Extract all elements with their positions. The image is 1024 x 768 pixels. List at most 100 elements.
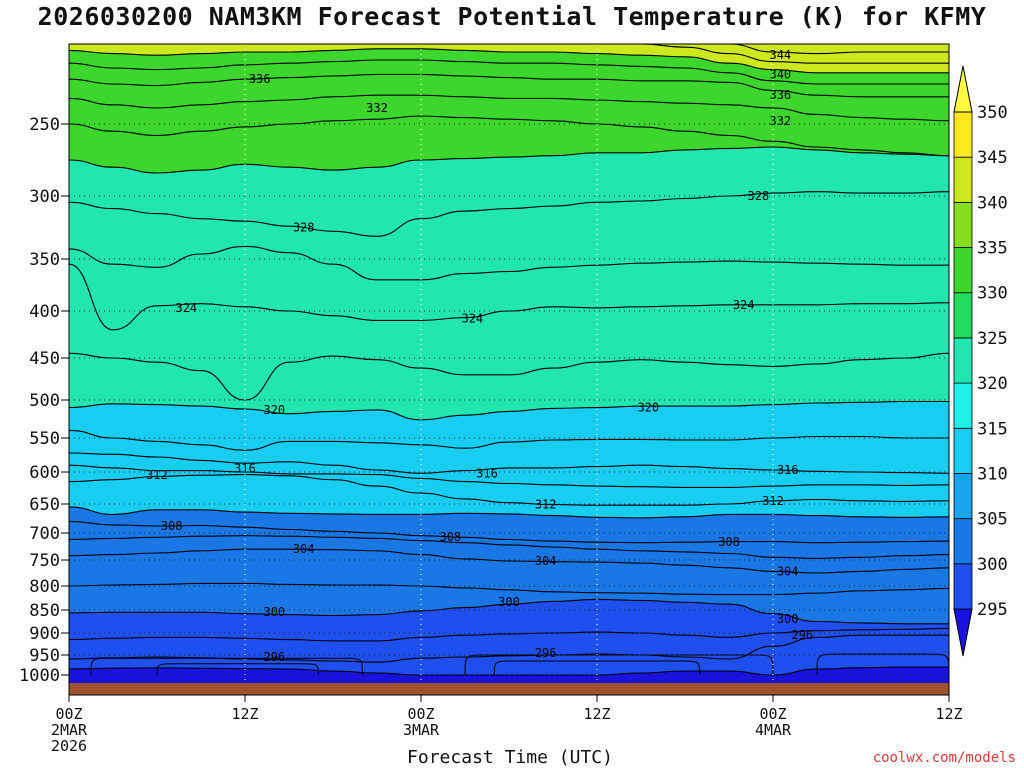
contour-label-296: 296 xyxy=(791,628,813,642)
contour-label-text: 332 xyxy=(769,114,791,128)
contour-label-text: 344 xyxy=(769,48,791,62)
contour-label-312: 312 xyxy=(535,498,557,512)
x-tick-label: 2MAR xyxy=(51,721,88,739)
colorbar-swatch xyxy=(953,247,973,294)
y-tick-label: 400 xyxy=(29,302,60,322)
contour-label-336: 336 xyxy=(249,72,271,86)
contour-label-text: 336 xyxy=(249,72,271,86)
isentrope-324 xyxy=(69,263,949,331)
contour-label-text: 308 xyxy=(161,519,183,533)
contour-label-296: 296 xyxy=(263,650,285,664)
isentrope-330 xyxy=(69,146,949,174)
contour-label-308: 308 xyxy=(439,530,461,544)
colorbar-label: 330 xyxy=(977,284,1008,304)
contour-label-300: 300 xyxy=(498,595,520,609)
colorbar-label: 335 xyxy=(977,239,1008,259)
surface-cold-pocket-1 xyxy=(156,663,319,676)
isentrope-314 xyxy=(69,464,949,488)
y-tick-label: 550 xyxy=(29,429,60,449)
contour-label-316: 316 xyxy=(476,466,498,480)
contour-label-text: 304 xyxy=(535,554,557,568)
colorbar-high-arrow xyxy=(953,65,973,113)
colorbar-label: 315 xyxy=(977,419,1008,439)
x-axis-title: Forecast Time (UTC) xyxy=(407,747,613,768)
y-tick-label: 850 xyxy=(29,601,60,621)
colorbar-swatch xyxy=(953,382,973,429)
surface-cold-pocket-3 xyxy=(493,660,701,676)
colorbar-label: 300 xyxy=(977,555,1008,575)
colorbar-label: 305 xyxy=(977,510,1008,530)
colorbar-swatch xyxy=(953,518,973,565)
surface-cold-pocket-0 xyxy=(90,657,363,676)
contour-label-text: 324 xyxy=(175,301,197,315)
theta-band-340 xyxy=(69,44,949,73)
colorbar-label: 310 xyxy=(977,464,1008,484)
y-tick-label: 700 xyxy=(29,524,60,544)
contour-label-text: 320 xyxy=(637,401,659,415)
colorbar-swatch xyxy=(953,156,973,203)
isentrope-302 xyxy=(69,582,949,596)
contour-label-text: 312 xyxy=(535,498,557,512)
isentrope-342 xyxy=(622,44,949,64)
y-tick-label: 500 xyxy=(29,391,60,411)
contour-label-text: 300 xyxy=(263,605,285,619)
contour-label-312: 312 xyxy=(146,468,168,482)
y-tick-label: 900 xyxy=(29,624,60,644)
plot-frame xyxy=(68,43,950,696)
contour-label-text: 296 xyxy=(535,646,557,660)
x-tick-label: 12Z xyxy=(583,705,610,723)
contour-label-text: 304 xyxy=(777,564,799,578)
contour-label-296: 296 xyxy=(535,646,557,660)
isentrope-308 xyxy=(69,520,949,544)
isentrope-326 xyxy=(69,245,949,281)
chart-title: 2026030200 NAM3KM Forecast Potential Tem… xyxy=(37,2,987,31)
y-tick-label: 1000 xyxy=(19,666,60,686)
colorbar-swatch xyxy=(953,337,973,384)
contour-label-336: 336 xyxy=(769,88,791,102)
contour-label-328: 328 xyxy=(747,189,769,203)
contour-label-324: 324 xyxy=(461,312,483,326)
isentrope-300 xyxy=(69,598,949,625)
contour-label-304: 304 xyxy=(777,564,799,578)
contour-label-304: 304 xyxy=(535,554,557,568)
colorbar-swatch xyxy=(953,201,973,248)
y-tick-label: 350 xyxy=(29,250,60,270)
x-tick-label: 3MAR xyxy=(403,721,440,739)
x-tick-label: 2026 xyxy=(51,737,87,755)
y-tick-label: 800 xyxy=(29,577,60,597)
isentrope-322 xyxy=(69,352,949,401)
isentrope-336 xyxy=(69,73,949,98)
credit-link[interactable]: coolwx.com/models xyxy=(872,750,1016,766)
contour-label-text: 316 xyxy=(234,462,256,476)
contour-label-text: 324 xyxy=(733,298,755,312)
y-tick-label: 650 xyxy=(29,495,60,515)
isentrope-328 xyxy=(69,191,949,237)
isentrope-304 xyxy=(69,548,949,574)
isentrope-346 xyxy=(798,44,836,45)
contour-label-300: 300 xyxy=(263,605,285,619)
contour-label-324: 324 xyxy=(175,301,197,315)
y-tick-label: 300 xyxy=(29,187,60,207)
colorbar-label: 325 xyxy=(977,329,1008,349)
isentrope-contours xyxy=(69,44,949,676)
colorbar-swatch xyxy=(953,111,973,158)
contour-label-320: 320 xyxy=(263,403,285,417)
contour-label-300: 300 xyxy=(777,612,799,626)
y-tick-label: 950 xyxy=(29,646,60,666)
x-tick-label: 12Z xyxy=(935,705,962,723)
isentrope-318 xyxy=(69,429,949,451)
colorbar-swatch xyxy=(953,427,973,474)
contour-label-text: 324 xyxy=(461,312,483,326)
colorbar-swatch xyxy=(953,563,973,610)
contour-label-text: 296 xyxy=(263,650,285,664)
surface-cold-pocket-4 xyxy=(816,653,949,676)
contour-label-text: 312 xyxy=(146,468,168,482)
grid-lines xyxy=(69,44,949,695)
contour-label-text: 316 xyxy=(777,463,799,477)
contour-label-text: 308 xyxy=(718,535,740,549)
colorbar-label: 340 xyxy=(977,193,1008,213)
colorbar-swatch xyxy=(953,292,973,339)
contour-label-text: 340 xyxy=(769,67,791,81)
